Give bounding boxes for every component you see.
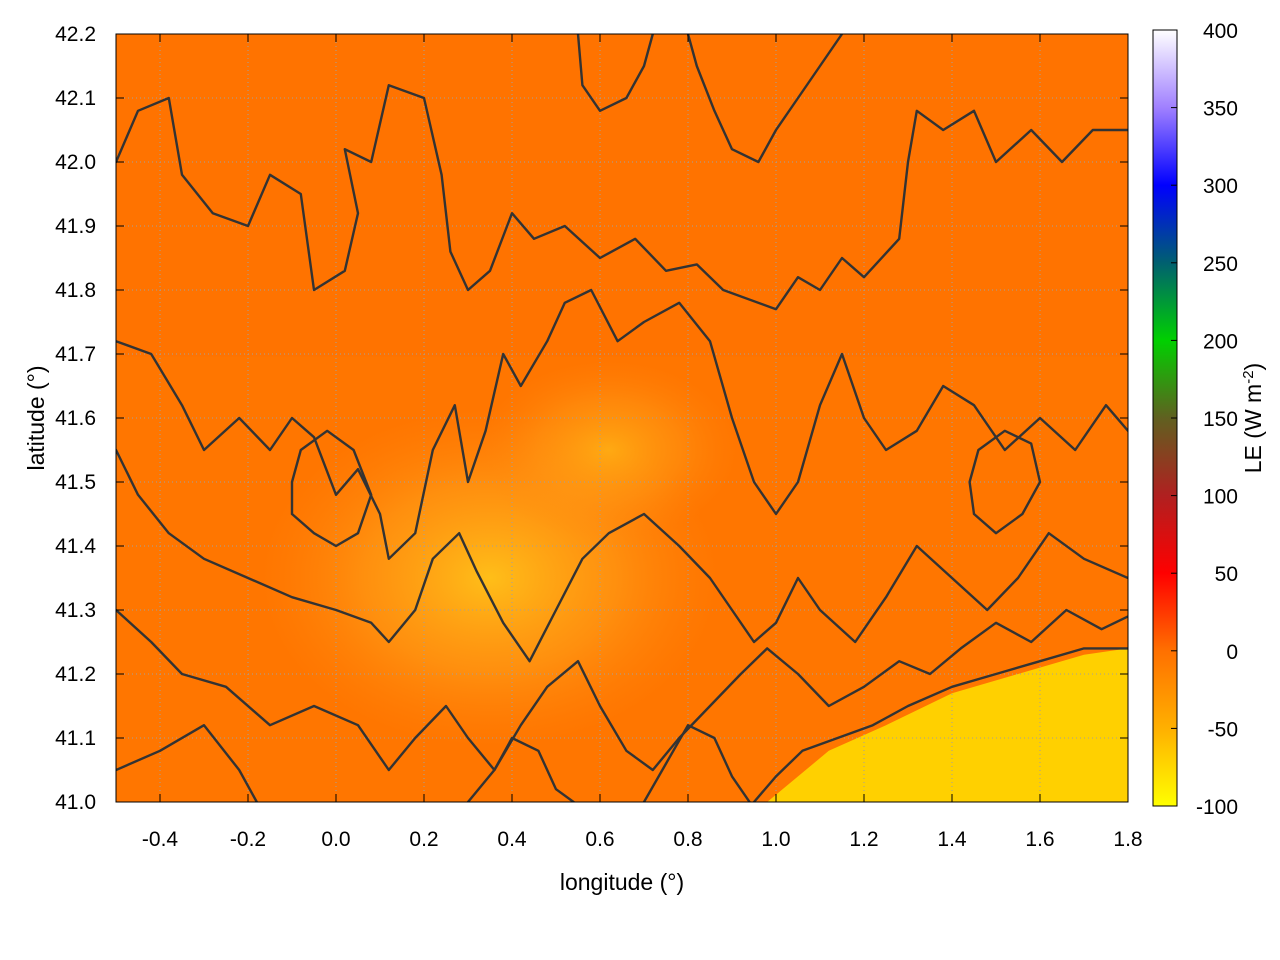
heatmap-patches [116,34,1128,802]
y-tick-label: 41.0 [55,791,96,814]
y-tick-label: 41.9 [55,215,96,238]
x-tick-label: 1.8 [1113,828,1142,851]
contour-line [642,724,751,802]
colorbar-tick-label: 200 [1203,330,1238,353]
plot-area [116,34,1128,802]
y-tick-label: 41.7 [55,343,96,366]
colorbar-tick-label: 250 [1203,253,1238,276]
contour-line [290,429,373,548]
x-tick-label: 0.4 [497,828,527,851]
y-tick-label: 42.0 [55,151,96,174]
colorbar-tick-label: 400 [1203,20,1238,43]
x-tick-label: 1.4 [937,828,967,851]
y-tick-label: 41.3 [55,599,96,622]
contour-lines [116,34,1128,802]
colorbar-tick-label: 300 [1203,175,1238,198]
x-tick-label: 0.0 [321,828,350,851]
colorbar-label-exponent: -2 [1240,370,1257,383]
x-axis: -0.4 -0.2 0.0 0.2 0.4 0.6 0.8 1.0 1.2 1.4 1.6 1.8 [142,34,1143,851]
x-tick-label: 0.8 [673,828,702,851]
contour-line [968,429,1042,535]
x-axis-label: longitude (°) [560,869,684,895]
colorbar-label-close: ) [1240,363,1266,371]
x-tick-label: 0.2 [409,828,438,851]
contour-line [116,84,1128,311]
x-tick-label: 0.6 [585,828,614,851]
grid-lines [116,34,1128,802]
y-tick-label: 41.4 [55,535,96,558]
heatmap-patch-dry-north [478,360,739,540]
colorbar-tick-label: 150 [1203,408,1238,431]
heatmap-patch-north [116,34,1128,357]
colorbar-tick-label: 0 [1226,641,1238,664]
colorbar-tick-label: 50 [1215,563,1238,586]
contour-line [576,34,654,112]
contour-line [116,288,1128,560]
heatmap-patch-sea [767,648,1128,802]
y-axis-label: latitude (°) [23,365,49,470]
contour-line [116,448,1128,663]
contour-line [466,736,575,802]
x-tick-label: 1.0 [761,828,790,851]
x-tick-label: -0.4 [142,828,179,851]
x-tick-label: -0.2 [230,828,266,851]
colorbar-tick-label: -50 [1208,718,1238,741]
colorbar-label-main: LE (W m [1240,384,1266,473]
y-tick-label: 41.1 [55,727,96,750]
y-tick-label: 42.1 [55,87,96,110]
colorbar-label: LE (W m-2) [1240,363,1267,473]
x-tick-label: 1.6 [1025,828,1054,851]
contour-line [752,647,1128,802]
x-tick-label: 1.2 [849,828,878,851]
y-tick-label: 42.2 [55,23,96,46]
y-axis: 41.0 41.1 41.2 41.3 41.4 41.5 41.6 41.7 41.8 41.9… [55,23,1128,814]
colorbar-tick-label: 350 [1203,98,1238,121]
colorbar-tick-label: 100 [1203,486,1238,509]
y-tick-label: 41.6 [55,407,96,430]
colorbar-tick-label: -100 [1196,796,1238,819]
colorbar: -100 -50 0 50 100 150 200 250 300 350 400 LE (W m-… [1152,20,1267,819]
contour-line [116,608,1128,772]
y-tick-label: 41.8 [55,279,96,302]
y-tick-label: 41.5 [55,471,96,494]
colorbar-ticks: -100 -50 0 50 100 150 200 250 300 350 400 [1171,20,1238,819]
y-tick-label: 41.2 [55,663,96,686]
contour-line [116,724,258,802]
contour-line [686,34,844,164]
